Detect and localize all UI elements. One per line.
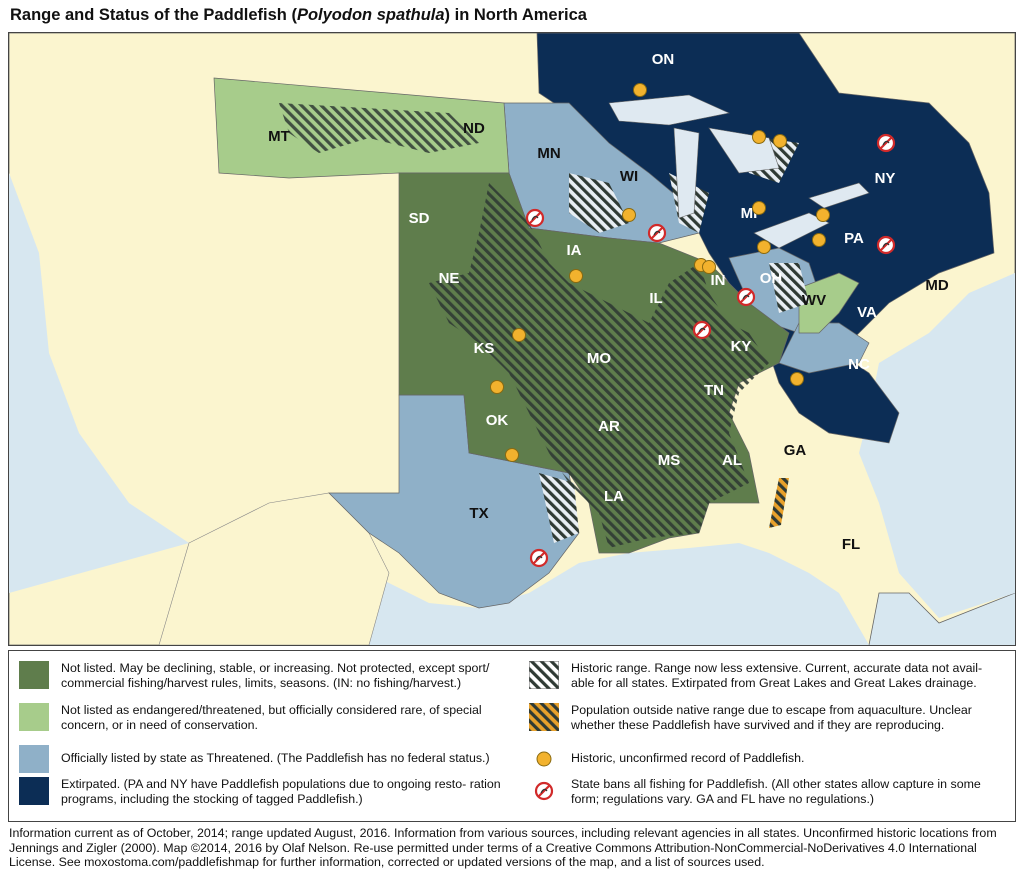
state-label-ok: OK <box>486 412 509 429</box>
legend-extirpated: Extirpated. (PA and NY have Paddlefish p… <box>19 777 514 806</box>
legend-escape: Population outside native range due to e… <box>529 703 1009 732</box>
legend-rare-concern: Not listed as endangered/threatened, but… <box>19 703 514 732</box>
record-dot-icon <box>816 208 830 222</box>
no-fishing-icon <box>736 287 756 307</box>
state-label-sd: SD <box>409 210 430 227</box>
map-title: Range and Status of the Paddlefish (Poly… <box>10 6 587 25</box>
state-label-mo: MO <box>587 350 611 367</box>
state-label-la: LA <box>604 488 624 505</box>
no-fishing-icon <box>647 223 667 243</box>
swatch-rare-concern <box>19 703 49 731</box>
title-species: Polyodon spathula <box>296 6 445 24</box>
state-label-ks: KS <box>474 340 495 357</box>
record-dot-icon <box>790 372 804 386</box>
record-dot-icon <box>512 328 526 342</box>
legend-not-listed: Not listed. May be declining, stable, or… <box>19 661 514 690</box>
record-dot-icon <box>622 208 636 222</box>
legend-escape-text: Population outside native range due to e… <box>571 703 972 732</box>
record-dot-icon <box>633 83 647 97</box>
swatch-escape <box>529 703 559 731</box>
state-label-pa: PA <box>844 230 864 247</box>
state-label-tx: TX <box>469 505 488 522</box>
great-lakes <box>608 94 870 249</box>
title-suffix: ) in North America <box>444 6 587 24</box>
state-label-nc: NC <box>848 356 870 373</box>
no-fishing-icon <box>529 548 549 568</box>
no-fishing-icon <box>534 781 554 801</box>
state-label-ky: KY <box>731 338 752 355</box>
state-label-in: IN <box>711 272 726 289</box>
state-label-tn: TN <box>704 382 724 399</box>
legend: Not listed. May be declining, stable, or… <box>8 650 1016 822</box>
state-label-ms: MS <box>658 452 681 469</box>
record-dot-icon <box>490 380 504 394</box>
state-label-fl: FL <box>842 536 860 553</box>
record-dot-icon <box>505 448 519 462</box>
record-dot-icon <box>752 201 766 215</box>
legend-historic-text: Historic range. Range now less extensive… <box>571 661 983 690</box>
legend-record-text: Historic, unconfirmed record of Paddlefi… <box>571 751 805 765</box>
record-dot-icon <box>702 260 716 274</box>
no-fishing-icon <box>525 208 545 228</box>
state-label-ga: GA <box>784 442 807 459</box>
legend-ban-text: State bans all fishing for Paddlefish. (… <box>571 777 981 806</box>
legend-record: Historic, unconfirmed record of Paddlefi… <box>529 745 1009 773</box>
record-dots <box>490 83 830 462</box>
legend-not-listed-text: Not listed. May be declining, stable, or… <box>61 661 490 690</box>
state-label-wv: WV <box>802 292 826 309</box>
legend-rare-concern-text: Not listed as endangered/threatened, but… <box>61 703 482 732</box>
swatch-extirpated <box>19 777 49 805</box>
range-map: MT ND SD NE KS OK TX MN WI IA IL MO AR LA MS AL TN KY IN MI… <box>8 32 1016 646</box>
legend-historic: Historic range. Range now less extensive… <box>529 661 1009 690</box>
state-label-md: MD <box>925 277 948 294</box>
state-label-nd: ND <box>463 120 485 137</box>
state-label-va: VA <box>857 304 877 321</box>
title-prefix: Range and Status of the Paddlefish ( <box>10 6 297 24</box>
swatch-threatened <box>19 745 49 773</box>
record-dot-icon <box>812 233 826 247</box>
state-label-oh: OH <box>760 270 783 287</box>
record-dot-icon <box>752 130 766 144</box>
swatch-not-listed <box>19 661 49 689</box>
state-label-ia: IA <box>567 242 582 259</box>
state-label-wi: WI <box>620 168 638 185</box>
legend-threatened-text: Officially listed by state as Threatened… <box>61 751 490 765</box>
footer-credits: Information current as of October, 2014;… <box>9 826 997 869</box>
no-fishing-icon <box>876 133 896 153</box>
historic-range <box>279 103 809 548</box>
record-dot-icon <box>536 751 552 767</box>
record-dot-icon <box>757 240 771 254</box>
state-label-ny: NY <box>875 170 896 187</box>
no-fishing-icon <box>876 235 896 255</box>
state-label-mt: MT <box>268 128 290 145</box>
record-dot-icon <box>569 269 583 283</box>
no-fishing-icon <box>692 320 712 340</box>
state-label-ar: AR <box>598 418 620 435</box>
state-label-mn: MN <box>537 145 560 162</box>
swatch-historic <box>529 661 559 689</box>
legend-ban: State bans all fishing for Paddlefish. (… <box>529 777 1009 806</box>
legend-threatened: Officially listed by state as Threatened… <box>19 745 514 773</box>
state-label-on: ON <box>652 51 675 68</box>
ban-icons <box>525 133 896 568</box>
legend-extirpated-text: Extirpated. (PA and NY have Paddlefish p… <box>61 777 501 806</box>
state-label-ne: NE <box>439 270 460 287</box>
state-label-al: AL <box>722 452 742 469</box>
state-label-il: IL <box>649 290 662 307</box>
record-dot-icon <box>773 134 787 148</box>
